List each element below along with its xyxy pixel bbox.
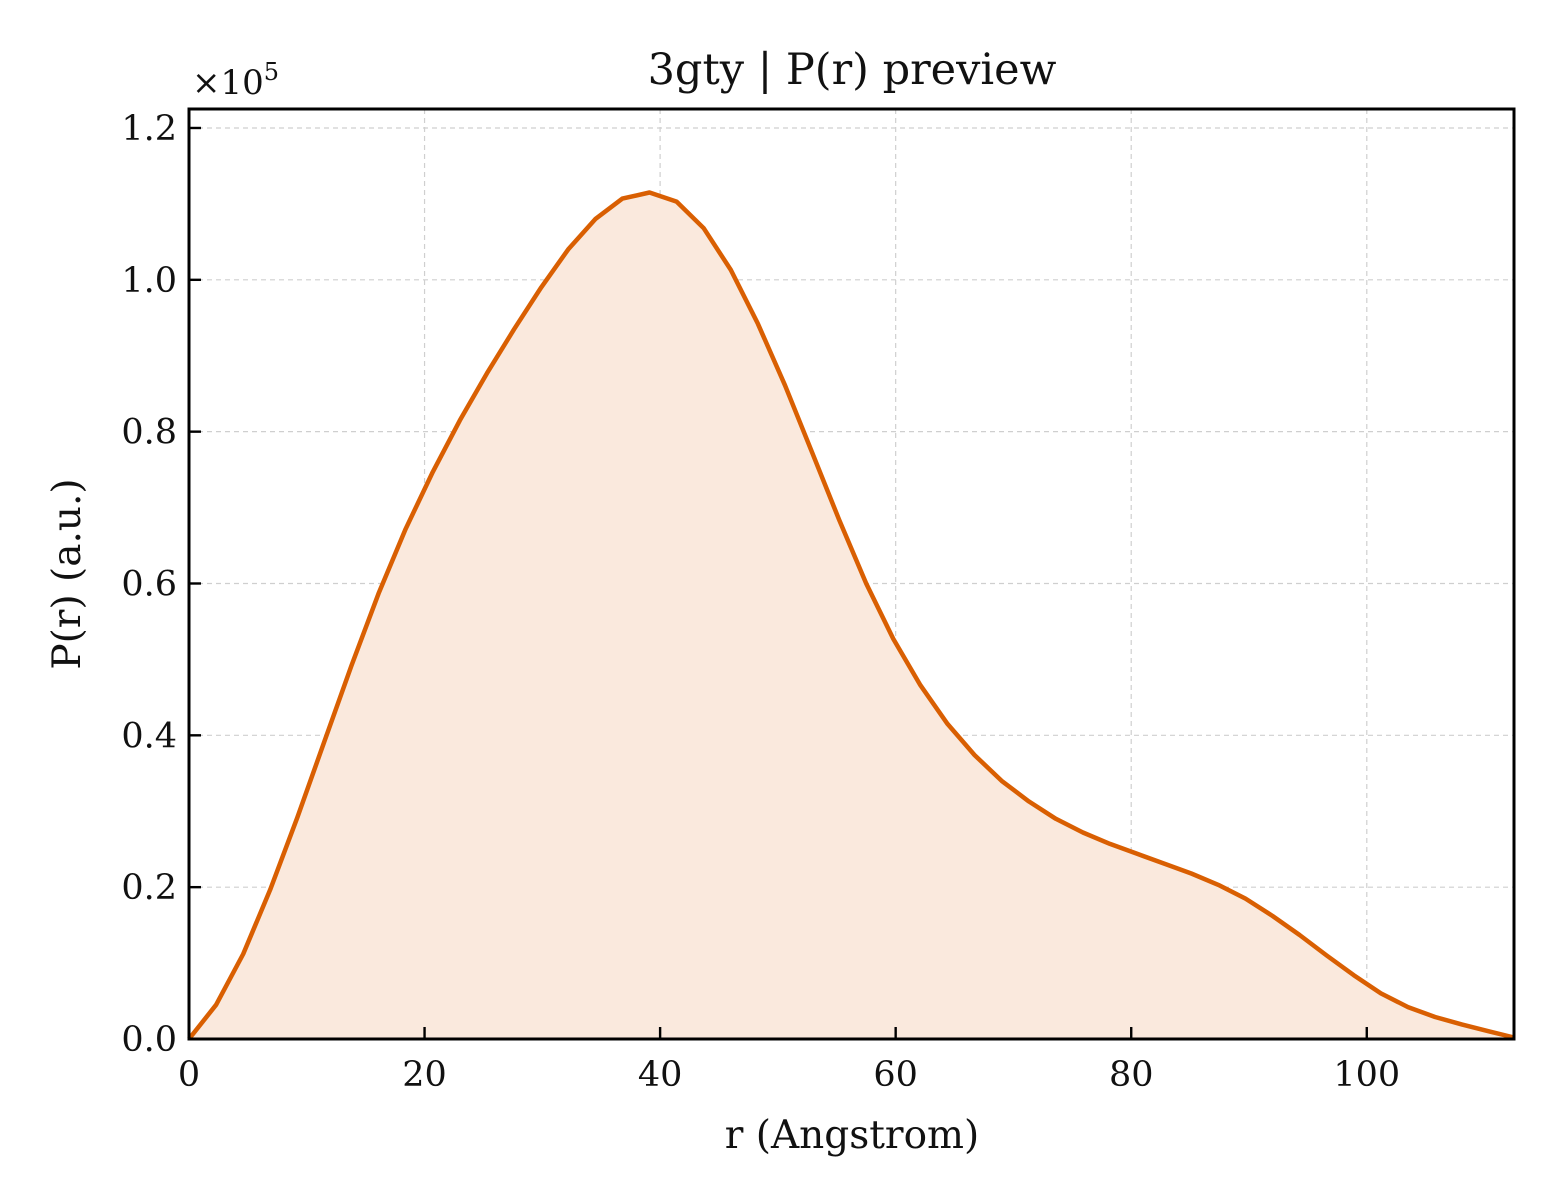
y-tick-label: 1.0 bbox=[121, 261, 177, 301]
y-axis-label: P(r) (a.u.) bbox=[45, 478, 90, 669]
tick-labels: 0 20 40 60 80 100 0.0 0.2 0.4 0.6 0.8 1.0 1.2 bbox=[121, 109, 1400, 1095]
x-tick-label: 0 bbox=[178, 1055, 200, 1095]
x-tick-label: 40 bbox=[638, 1055, 683, 1095]
y-tick-label: 0.8 bbox=[121, 413, 177, 453]
area-fill bbox=[189, 192, 1514, 1039]
plot-frame bbox=[187, 107, 1516, 1041]
y-tick-label: 1.2 bbox=[121, 109, 177, 149]
y-multiplier-exponent: 5 bbox=[264, 58, 279, 86]
series-line bbox=[187, 190, 1515, 1041]
x-tick-label: 100 bbox=[1333, 1055, 1400, 1095]
y-tick-label: 0.0 bbox=[121, 1020, 177, 1060]
y-tick-label: 0.4 bbox=[121, 716, 177, 756]
y-tick-label: 0.6 bbox=[121, 564, 177, 604]
x-tick-label: 20 bbox=[402, 1055, 447, 1095]
chart-title: 3gty | P(r) preview bbox=[648, 45, 1057, 95]
y-multiplier-base: ×10 bbox=[192, 63, 264, 103]
y-tick-label: 0.2 bbox=[121, 868, 177, 908]
x-tick-label: 60 bbox=[873, 1055, 918, 1095]
x-axis-label: r (Angstrom) bbox=[725, 1113, 980, 1158]
x-tick-label: 80 bbox=[1109, 1055, 1154, 1095]
y-axis-multiplier: ×105 bbox=[192, 58, 279, 103]
